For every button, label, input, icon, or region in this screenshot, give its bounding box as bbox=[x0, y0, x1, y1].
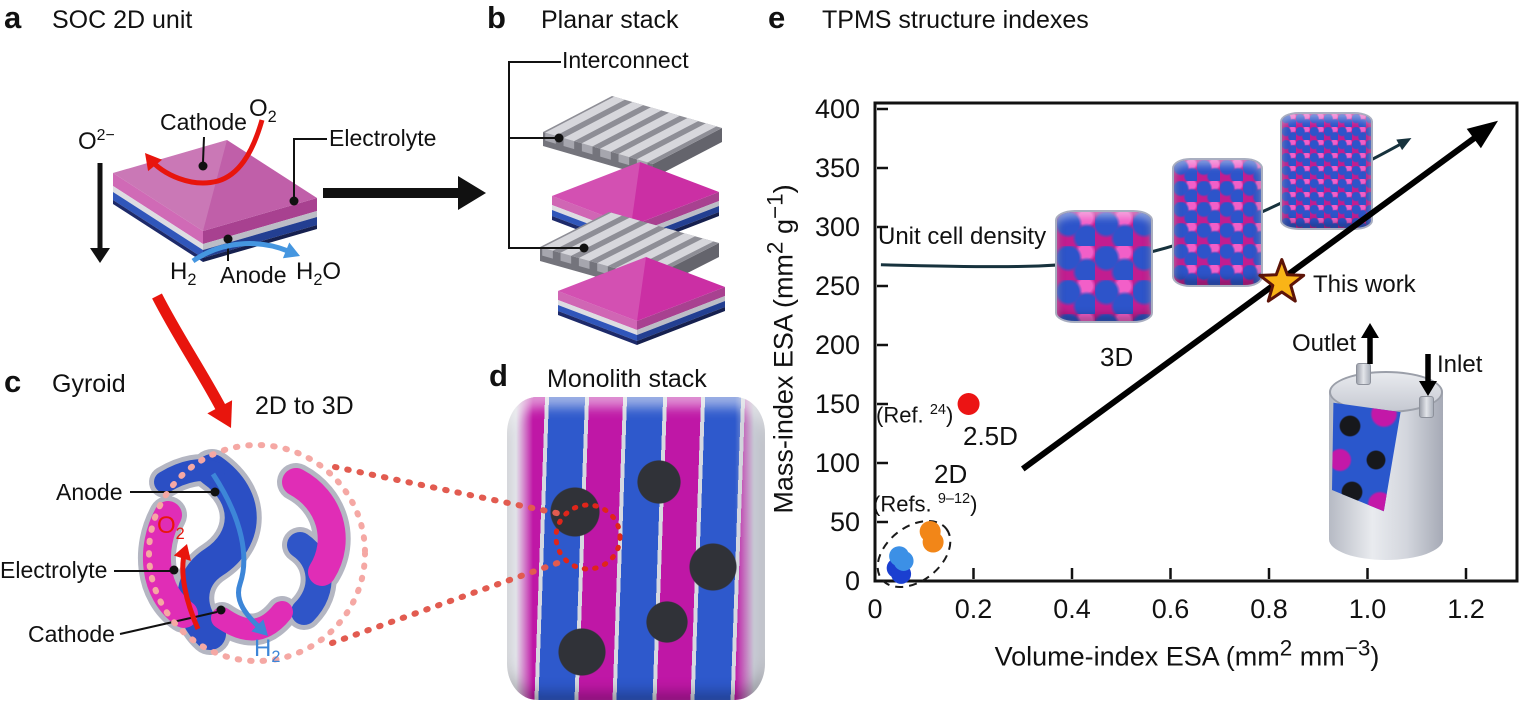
svg-text:100: 100 bbox=[815, 448, 860, 478]
svg-text:1.2: 1.2 bbox=[1447, 594, 1485, 624]
svg-text:0.2: 0.2 bbox=[955, 594, 993, 624]
svg-text:50: 50 bbox=[830, 507, 860, 537]
svg-text:0.8: 0.8 bbox=[1250, 594, 1288, 624]
svg-text:0.4: 0.4 bbox=[1053, 594, 1091, 624]
label-o2-c: O2 bbox=[157, 512, 185, 543]
label-o2-a: O2 bbox=[249, 95, 277, 126]
panel-a-title: SOC 2D unit bbox=[52, 6, 193, 34]
panel-c-letter: c bbox=[4, 364, 22, 399]
tpms-cylinder-medium-image bbox=[1172, 158, 1263, 287]
panel-c-title: Gyroid bbox=[52, 370, 126, 398]
svg-text:350: 350 bbox=[815, 153, 860, 183]
panel-e-title: TPMS structure indexes bbox=[822, 6, 1089, 34]
svg-text:0: 0 bbox=[845, 566, 860, 596]
panel-a-letter: a bbox=[4, 0, 22, 35]
svg-text:250: 250 bbox=[815, 271, 860, 301]
panel-d-title: Monolith stack bbox=[547, 365, 707, 393]
label-cathode-c: Cathode bbox=[28, 621, 115, 647]
label-anode-a: Anode bbox=[220, 262, 287, 288]
label-interconnect: Interconnect bbox=[562, 47, 689, 73]
device-inlet-port bbox=[1419, 396, 1434, 418]
panel-b-letter: b bbox=[487, 0, 506, 35]
x-axis-label: Volume-index ESA (mm2 mm−3) bbox=[994, 635, 1380, 672]
annotation-unit-cell-density: Unit cell density bbox=[878, 223, 1047, 250]
tpms-cylinder-coarse-image bbox=[1055, 210, 1153, 323]
annotation-this-work: This work bbox=[1313, 271, 1416, 298]
label-h2-a: H2 bbox=[170, 258, 197, 289]
svg-text:0: 0 bbox=[867, 594, 882, 624]
annotation-inlet: Inlet bbox=[1437, 351, 1483, 378]
annotation-outlet: Outlet bbox=[1292, 330, 1357, 357]
monolith-stack-image bbox=[507, 397, 765, 700]
panel-b-title: Planar stack bbox=[541, 6, 679, 34]
label-h2o: H2O bbox=[296, 258, 342, 289]
svg-text:300: 300 bbox=[815, 212, 860, 242]
y-axis-label: Mass-index ESA (mm2 g−1) bbox=[762, 184, 799, 514]
label-o2-ion: O2− bbox=[78, 127, 115, 155]
label-2d-to-3d: 2D to 3D bbox=[255, 392, 354, 420]
svg-text:0.6: 0.6 bbox=[1152, 594, 1190, 624]
svg-text:150: 150 bbox=[815, 389, 860, 419]
label-h2-c: H2 bbox=[254, 635, 281, 666]
panel-e-letter: e bbox=[768, 0, 786, 35]
label-anode-c: Anode bbox=[56, 479, 123, 505]
annotation-3d: 3D bbox=[1100, 342, 1134, 372]
label-cathode-a: Cathode bbox=[160, 109, 247, 135]
svg-text:200: 200 bbox=[815, 330, 860, 360]
label-electrolyte-c: Electrolyte bbox=[0, 557, 108, 583]
svg-text:400: 400 bbox=[815, 94, 860, 124]
annotation-2d: 2D bbox=[934, 459, 968, 489]
label-electrolyte-a: Electrolyte bbox=[329, 125, 437, 151]
annotation-refs-9-12: (Refs. 9–12) bbox=[873, 491, 978, 517]
device-outlet-port bbox=[1356, 363, 1371, 385]
panel-d-letter: d bbox=[489, 358, 508, 393]
annotation-2-5d: 2.5D bbox=[963, 421, 1018, 451]
annotation-ref24: (Ref. 24) bbox=[876, 402, 954, 428]
tpms-cylinder-fine-image bbox=[1280, 112, 1373, 230]
svg-text:1.0: 1.0 bbox=[1349, 594, 1387, 624]
